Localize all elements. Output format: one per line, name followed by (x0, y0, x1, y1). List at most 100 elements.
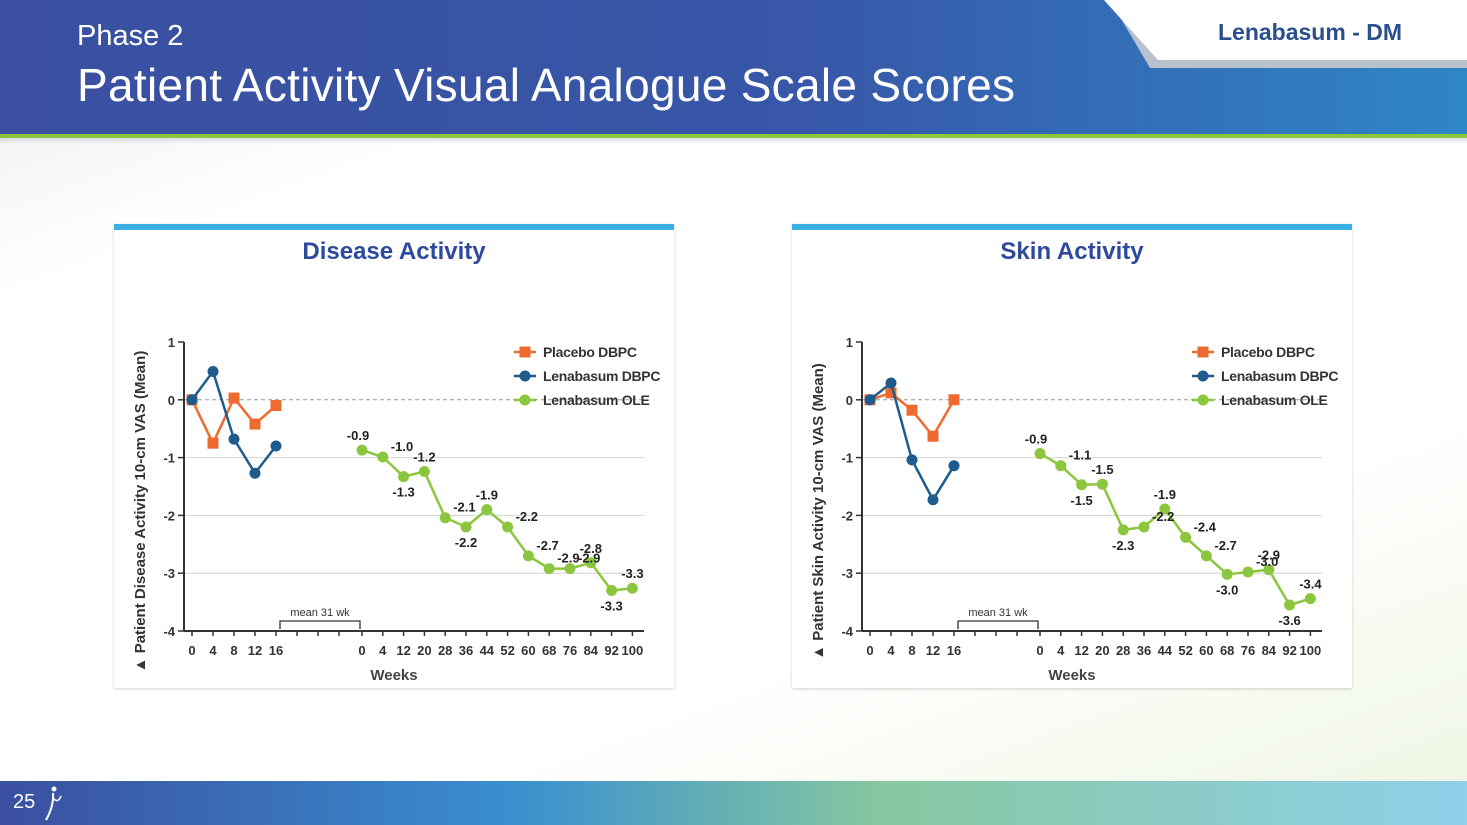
x-tick-label: 28 (438, 643, 452, 658)
y-axis-label: Patient Skin Activity 10-cm VAS (Mean) (810, 363, 827, 641)
data-label: -3.4 (1299, 577, 1322, 592)
x-tick-label: 8 (908, 643, 915, 658)
data-label: -2.7 (1214, 538, 1236, 553)
data-point-lenabasum-dbpc (186, 394, 198, 406)
disease-activity-panel: Disease Activity 1 0 -1 -2 -3 -4 0 4 8 12 16 0 4 12 20 2… (114, 224, 674, 688)
y-tick-label: -1 (163, 451, 175, 466)
data-point-lenabasum-ole (606, 585, 618, 597)
data-point-lenabasum-ole (564, 563, 576, 575)
x-tick-label: 68 (542, 643, 556, 658)
y-tick-label: -2 (163, 508, 175, 523)
brand-label: Lenabasum - DM (1217, 19, 1403, 45)
data-label: -2.1 (453, 500, 475, 515)
x-tick-label: 20 (1095, 643, 1109, 658)
legend-label: Lenabasum DBPC (1221, 368, 1338, 384)
data-point-lenabasum-ole (1263, 564, 1275, 576)
data-point-lenabasum-dbpc (948, 460, 960, 472)
data-point-lenabasum-dbpc (927, 494, 939, 506)
y-tick-label: -4 (163, 624, 175, 639)
data-point-lenabasum-ole (356, 444, 368, 456)
data-label: -2.3 (1112, 538, 1134, 553)
x-tick-label: 4 (1057, 643, 1065, 658)
y-tick-label: 1 (168, 335, 175, 350)
data-point-lenabasum-ole (1180, 531, 1192, 543)
y-tick-label: 0 (846, 393, 853, 408)
header-accent-line (0, 134, 1467, 138)
data-label: -2.9 (578, 551, 600, 566)
legend-label: Lenabasum OLE (543, 392, 650, 408)
x-tick-label: 12 (396, 643, 410, 658)
data-label: -2.2 (516, 509, 538, 524)
y-tick-label: -1 (841, 451, 853, 466)
data-point-lenabasum-ole (1055, 460, 1067, 472)
y-tick-label: -3 (163, 566, 175, 581)
data-point-placebo-dbpc (228, 392, 240, 404)
x-tick-label: 8 (230, 643, 237, 658)
data-point-lenabasum-ole (481, 504, 493, 516)
data-label: -1.9 (476, 488, 498, 503)
x-tick-label: 0 (1036, 643, 1043, 658)
skin-activity-panel: Skin Activity 1 0 -1 -2 -3 -4 0 4 8 12 16 0 4 12 20 28 36… (792, 224, 1352, 688)
data-label: -3.0 (1256, 554, 1278, 569)
data-point-lenabasum-dbpc (249, 467, 261, 479)
x-tick-label: 12 (1074, 643, 1088, 658)
x-tick-label: 20 (417, 643, 431, 658)
y-tick-label: -4 (841, 624, 853, 639)
x-tick-label: 4 (379, 643, 387, 658)
data-label: -3.0 (1216, 582, 1238, 597)
x-tick-label: 100 (1300, 643, 1322, 658)
data-point-lenabasum-ole (1284, 599, 1296, 611)
x-tick-label: 36 (459, 643, 473, 658)
data-point-placebo-dbpc (249, 418, 261, 430)
data-label: -1.0 (391, 439, 413, 454)
data-label: -0.9 (347, 428, 369, 443)
y-tick-label: 0 (168, 393, 175, 408)
data-point-lenabasum-ole (543, 563, 555, 575)
y-axis-label-marker: ▲ (810, 641, 827, 660)
x-axis-label: Weeks (1048, 667, 1095, 684)
data-label: -1.5 (1070, 493, 1092, 508)
brand-tab (1104, 0, 1467, 68)
x-tick-label: 4 (887, 643, 895, 658)
data-label: -3.3 (600, 599, 622, 614)
legend-label: Placebo DBPC (543, 344, 637, 360)
data-point-lenabasum-ole (1221, 568, 1233, 580)
data-label: -2.9 (1258, 548, 1280, 563)
series-line-lenabasum-dbpc (869, 380, 956, 503)
data-label: -0.9 (1025, 432, 1047, 447)
legend-marker (519, 346, 531, 358)
legend-marker (519, 370, 531, 382)
legend-marker (519, 394, 531, 406)
footer-bar: 25 (0, 781, 1467, 825)
legend-label: Lenabasum DBPC (543, 368, 660, 384)
x-tick-label: 36 (1137, 643, 1151, 658)
data-label: -2.2 (455, 535, 477, 550)
data-point-lenabasum-dbpc (885, 377, 897, 389)
x-tick-label: 28 (1116, 643, 1130, 658)
data-point-lenabasum-ole (439, 512, 451, 524)
legend-marker (1197, 346, 1209, 358)
data-label: -3.6 (1278, 613, 1300, 628)
y-tick-label: -3 (841, 566, 853, 581)
slide-title: Patient Activity Visual Analogue Scale S… (77, 59, 1016, 111)
data-point-lenabasum-dbpc (864, 394, 876, 406)
data-point-lenabasum-ole (460, 521, 472, 533)
x-tick-label: 16 (947, 643, 961, 658)
data-point-lenabasum-ole (418, 465, 430, 477)
legend-label: Lenabasum OLE (1221, 392, 1328, 408)
data-label: -1.5 (1091, 462, 1113, 477)
x-tick-label: 84 (1262, 643, 1277, 658)
data-label: -1.1 (1069, 448, 1091, 463)
data-point-lenabasum-ole (1034, 448, 1046, 460)
x-tick-label: 0 (866, 643, 873, 658)
data-point-lenabasum-ole (1242, 566, 1254, 578)
header-shadow (0, 138, 1467, 144)
mean-duration-bracket (957, 620, 1039, 629)
legend-marker (1197, 370, 1209, 382)
data-point-lenabasum-ole (377, 451, 389, 463)
data-label: -2.9 (557, 551, 579, 566)
data-label: -2.2 (1152, 509, 1174, 524)
y-axis-label-group: ▲ Patient Disease Activity 10-cm VAS (Me… (132, 351, 149, 673)
